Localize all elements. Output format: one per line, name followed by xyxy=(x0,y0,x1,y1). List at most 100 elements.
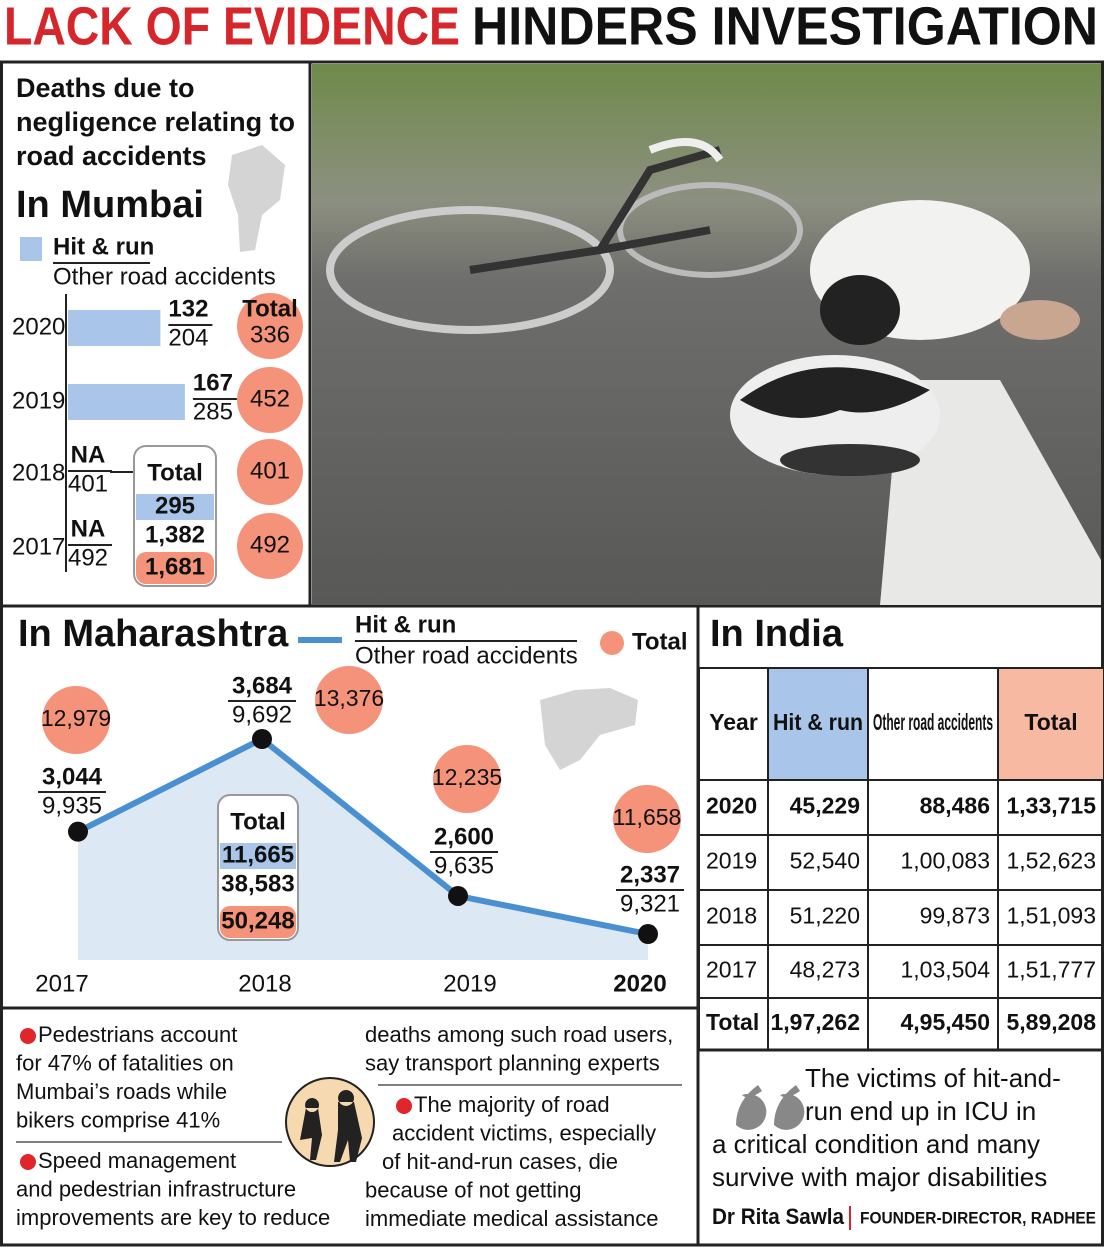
table-cell: 45,229 xyxy=(790,793,860,819)
pedestrian-figures xyxy=(300,1090,362,1162)
sum-other: 1,382 xyxy=(145,521,205,548)
table-cell: 1,03,504 xyxy=(900,957,990,983)
note-line: Pedestrians account xyxy=(38,1022,237,1047)
note-line: and pedestrian infrastructure xyxy=(16,1176,296,1201)
year: 2020 xyxy=(613,970,666,997)
title-red: LACK OF EVIDENCE xyxy=(4,0,460,56)
sum-label: Total xyxy=(230,808,286,835)
hit-run-value: 3,684 xyxy=(232,672,293,699)
table-cell: 1,97,262 xyxy=(770,1009,860,1035)
sum-total-band xyxy=(136,552,214,584)
table-cell: Total xyxy=(706,1009,759,1035)
other-value: 285 xyxy=(193,398,233,425)
total-circle xyxy=(237,367,303,433)
legend: Hit & run xyxy=(53,233,154,260)
role: FOUNDER-DIRECTOR, RADHEE xyxy=(860,1208,1096,1227)
quote-line: survive with major disabilities xyxy=(712,1162,1047,1192)
map-icon xyxy=(228,145,285,252)
hit-run-value: 2,337 xyxy=(620,861,680,888)
heading: negligence relating to xyxy=(16,107,295,137)
hit-run-value: 132 xyxy=(168,295,208,322)
legend: Other road accidents xyxy=(355,642,578,669)
table-cell: 2020 xyxy=(706,793,757,819)
legend: Hit & run xyxy=(355,611,456,638)
year: 2019 xyxy=(443,970,496,997)
year: 2020 xyxy=(12,313,65,340)
bar xyxy=(68,384,185,420)
note-line: bikers comprise 41% xyxy=(16,1107,220,1132)
total-circle xyxy=(237,513,303,579)
table-cell: 1,51,777 xyxy=(1006,957,1096,983)
legend-dot xyxy=(600,631,624,655)
quote-line: a critical condition and many xyxy=(712,1129,1040,1159)
legend: Total xyxy=(632,628,688,655)
table-cell: 1,33,715 xyxy=(1006,793,1096,819)
sum-total-band xyxy=(220,906,296,938)
total-value: 452 xyxy=(250,385,290,412)
sum-hit-run: 295 xyxy=(155,492,195,519)
sum-hit-band xyxy=(220,843,296,869)
note-line: deaths among such road users, xyxy=(365,1022,673,1047)
heading: In India xyxy=(710,613,844,655)
table-cell: 2018 xyxy=(706,903,757,929)
total-value: 336 xyxy=(250,321,290,348)
bar xyxy=(68,310,161,346)
sum-hit-run: 11,665 xyxy=(222,841,294,868)
total-value: 12,979 xyxy=(41,705,111,731)
table-cell: 88,486 xyxy=(920,793,990,819)
hit-run-value: NA xyxy=(71,515,106,542)
bullet xyxy=(20,1028,36,1044)
table-header: Other road accidents xyxy=(873,709,993,735)
year: 2017 xyxy=(12,533,65,560)
line xyxy=(76,735,649,937)
point xyxy=(638,924,658,945)
table-cell: 51,220 xyxy=(790,903,860,929)
other-value: 492 xyxy=(68,544,108,571)
total-value: 401 xyxy=(250,457,290,484)
note-line: accident victims, especially xyxy=(392,1120,656,1145)
total-value: 12,235 xyxy=(432,764,502,790)
note-line: Speed management xyxy=(38,1148,236,1173)
other-value: 204 xyxy=(168,324,208,351)
total-circle xyxy=(237,293,303,359)
hit-run-value: 167 xyxy=(193,369,233,396)
year: 2018 xyxy=(12,459,65,486)
heading: In Maharashtra xyxy=(18,613,289,655)
title-black: HINDERS INVESTIGATION xyxy=(472,0,1098,56)
total-circle xyxy=(613,785,681,853)
hit-run-value: 2,600 xyxy=(434,823,494,850)
note-line: The majority of road xyxy=(414,1092,610,1117)
other-value: 401 xyxy=(68,470,108,497)
map-icon xyxy=(540,688,638,770)
quote-line: run end up in ICU in xyxy=(805,1096,1036,1126)
note-line: immediate medical assistance xyxy=(365,1206,658,1231)
table-header: Total xyxy=(1024,709,1077,735)
total-label: Total xyxy=(242,295,298,322)
table-cell: 2017 xyxy=(706,957,757,983)
year: 2017 xyxy=(35,970,88,997)
total-circle xyxy=(42,686,110,754)
year: 2019 xyxy=(12,387,65,414)
year: 2018 xyxy=(238,970,291,997)
note-line: say transport planning experts xyxy=(365,1050,660,1075)
table-cell: 48,273 xyxy=(790,957,860,983)
hit-run-value: NA xyxy=(71,441,106,468)
other-value: 9,935 xyxy=(42,792,102,819)
table-header: Hit & run xyxy=(773,709,863,735)
table-cell: 99,873 xyxy=(920,903,990,929)
table-cell: 2019 xyxy=(706,848,757,874)
table-cell: 1,51,093 xyxy=(1006,903,1096,929)
quote-line: The victims of hit-and- xyxy=(805,1063,1061,1093)
point xyxy=(252,729,272,749)
note-line: Mumbai’s roads while xyxy=(16,1079,227,1104)
header-total xyxy=(998,668,1104,780)
total-value: 13,376 xyxy=(314,685,384,711)
photo xyxy=(312,64,1101,605)
sum-label: Total xyxy=(147,459,203,486)
table-cell: 4,95,450 xyxy=(900,1009,990,1035)
pedestrian-icon xyxy=(285,1077,375,1167)
table-cell: 1,00,083 xyxy=(900,848,990,874)
point xyxy=(448,885,468,906)
total-value: 11,658 xyxy=(613,804,682,830)
